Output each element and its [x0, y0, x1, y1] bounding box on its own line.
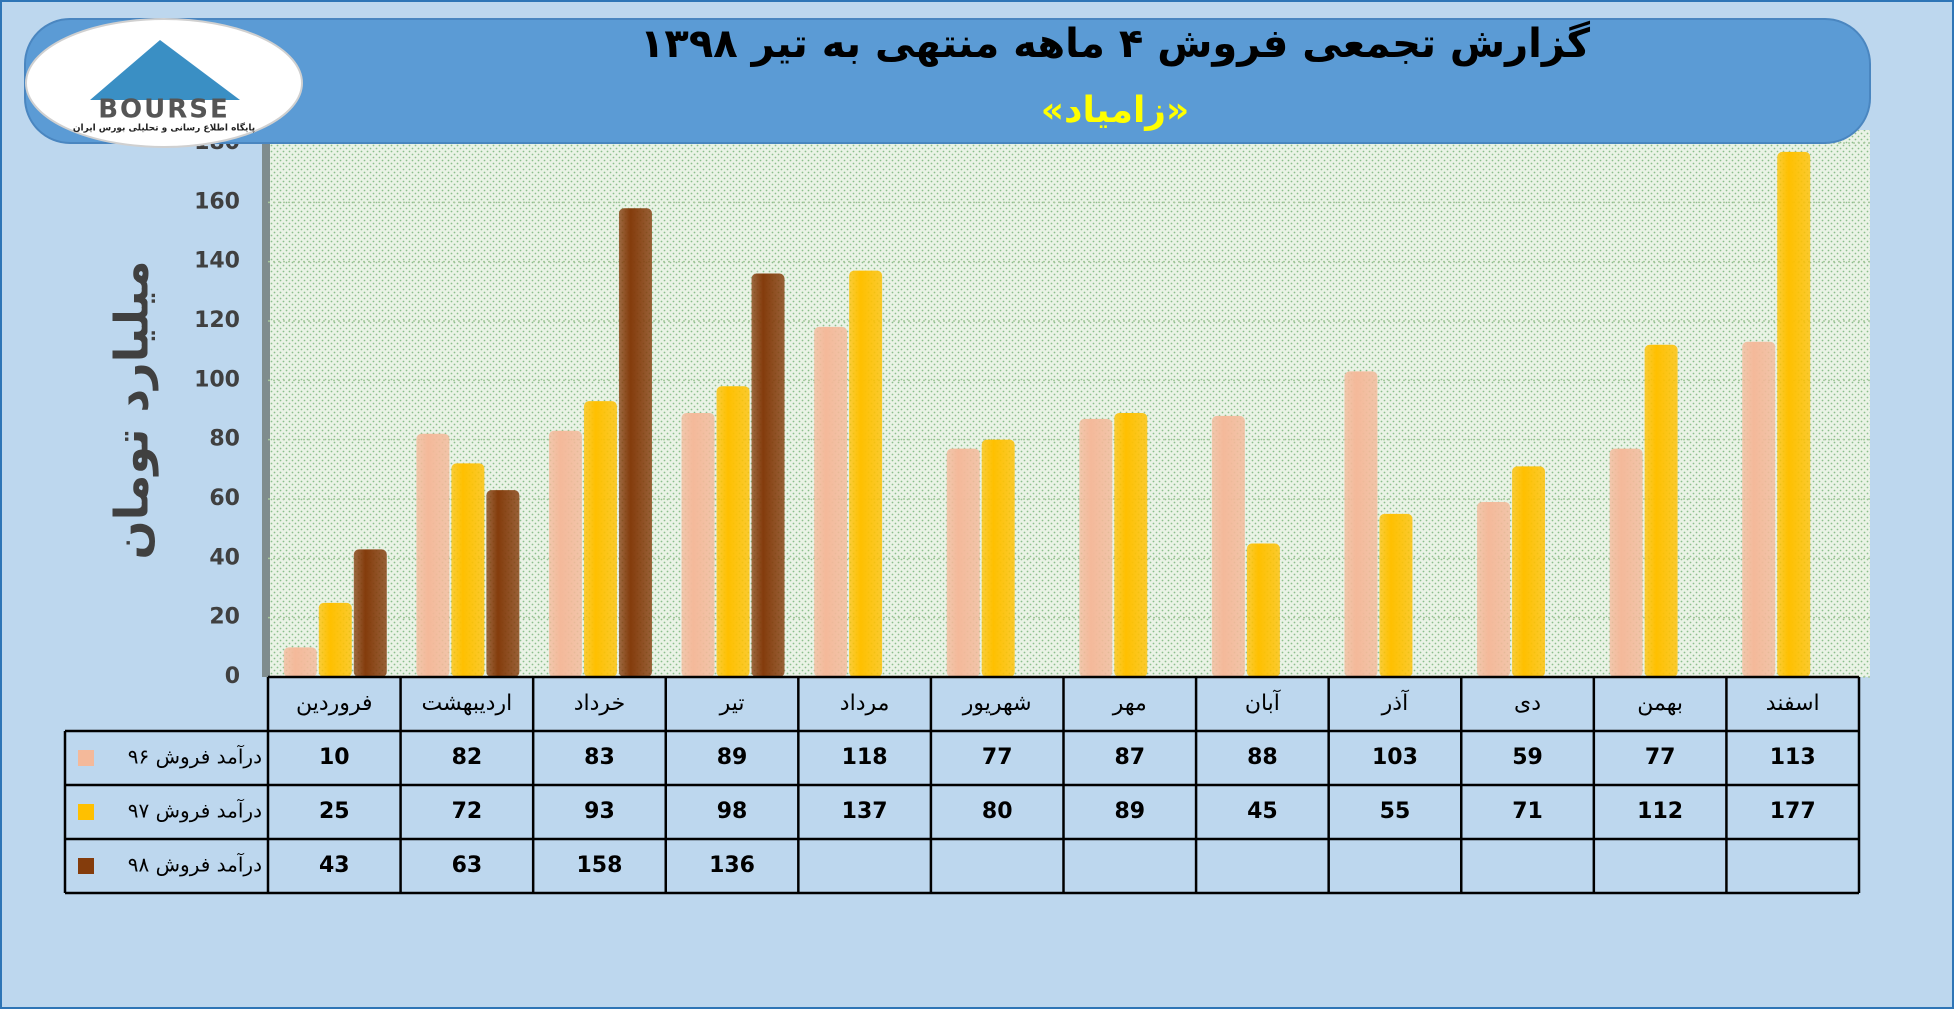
logo-icon — [90, 40, 240, 100]
table-value: 87 — [1114, 745, 1145, 770]
bar — [681, 412, 715, 677]
bar — [353, 549, 387, 677]
bar — [849, 270, 883, 677]
y-tick-label: 100 — [194, 367, 240, 392]
bar — [814, 326, 848, 677]
bar — [1114, 412, 1148, 677]
table-value: 63 — [452, 853, 483, 878]
legend-swatch — [78, 750, 94, 766]
logo-name: BOURSE — [98, 95, 230, 125]
table-value: 137 — [842, 799, 888, 824]
y-tick-label: 40 — [209, 545, 240, 570]
bar — [981, 439, 1015, 677]
x-tick-label: مرداد — [840, 691, 890, 716]
x-tick-label: فروردین — [296, 691, 373, 716]
x-tick-label: اسفند — [1766, 691, 1820, 716]
bar — [716, 386, 750, 677]
table-value: 93 — [584, 799, 615, 824]
bar — [583, 401, 617, 677]
x-tick-label: مهر — [1112, 691, 1147, 716]
bar — [318, 602, 352, 677]
bar — [1477, 501, 1511, 677]
table-value: 72 — [452, 799, 483, 824]
table-value: 89 — [717, 745, 748, 770]
y-tick-label: 160 — [194, 189, 240, 214]
table-value: 25 — [319, 799, 350, 824]
x-tick-label: خرداد — [574, 691, 625, 716]
x-tick-label: آبان — [1245, 689, 1281, 716]
y-tick-label: 140 — [194, 249, 240, 274]
bar — [751, 273, 785, 677]
bar — [548, 430, 582, 677]
table-value: 103 — [1372, 745, 1418, 770]
x-tick-label: بهمن — [1637, 691, 1683, 716]
y-tick-label: 80 — [209, 427, 240, 452]
plot: 020406080100120140160180 — [194, 130, 1870, 689]
bar — [1512, 466, 1546, 677]
table-value: 83 — [584, 745, 615, 770]
bar — [1742, 341, 1776, 677]
y-tick-label: 60 — [209, 486, 240, 511]
bar — [416, 433, 450, 677]
legend-swatch — [78, 804, 94, 820]
table-value: 43 — [319, 853, 350, 878]
bar — [1079, 418, 1113, 677]
legend-swatch — [78, 858, 94, 874]
bar — [1344, 371, 1378, 677]
legend-label: درآمد فروش ۹۸ — [128, 852, 262, 877]
table-value: 55 — [1380, 799, 1411, 824]
plot-area — [268, 130, 1870, 677]
logo-tagline: پایگاه اطلاع رسانی و تحلیلی بورس ایران — [73, 122, 255, 134]
header-band — [24, 18, 1871, 144]
x-tick-label: تیر — [719, 691, 745, 716]
table-value: 98 — [717, 799, 748, 824]
table-value: 112 — [1637, 799, 1683, 824]
table-value: 82 — [452, 745, 483, 770]
bar — [946, 448, 980, 677]
chart-subtitle: «زامیاد» — [1041, 90, 1190, 131]
y-axis-label: میلیارد تومان — [105, 260, 159, 559]
y-tick-label: 0 — [225, 664, 240, 689]
x-tick-label: شهریور — [962, 691, 1032, 716]
bar — [618, 208, 652, 677]
chart-title: گزارش تجمعی فروش ۴ ماهه منتهی به تیر ۱۳۹… — [640, 20, 1591, 67]
table-value: 113 — [1770, 745, 1816, 770]
bar — [1644, 344, 1678, 677]
table-value: 45 — [1247, 799, 1278, 824]
bar — [1777, 151, 1811, 677]
table-value: 177 — [1770, 799, 1816, 824]
table-value: 136 — [709, 853, 755, 878]
bar — [1211, 415, 1245, 677]
legend-label: درآمد فروش ۹۷ — [128, 798, 262, 823]
table-value: 88 — [1247, 745, 1278, 770]
table-value: 118 — [842, 745, 888, 770]
table-value: 77 — [1645, 745, 1676, 770]
table-value: 80 — [982, 799, 1013, 824]
bar — [283, 647, 317, 677]
table-value: 71 — [1512, 799, 1543, 824]
data-table: فروردین اردیبهشت خرداد تیر مرداد شهریور مهر آبا… — [63, 675, 1861, 895]
table-value: 77 — [982, 745, 1013, 770]
x-tick-label: اردیبهشت — [422, 691, 513, 716]
y-tick-label: 120 — [194, 308, 240, 333]
x-tick-label: دی — [1514, 691, 1541, 716]
bar — [451, 463, 485, 677]
bar — [1246, 543, 1280, 677]
table-value: 89 — [1114, 799, 1145, 824]
table-value: 158 — [576, 853, 622, 878]
y-tick-label: 20 — [209, 605, 240, 630]
x-tick-label: آذر — [1381, 689, 1409, 716]
legend-label: درآمد فروش ۹۶ — [128, 744, 262, 769]
bar — [1609, 448, 1643, 677]
table-value: 59 — [1512, 745, 1543, 770]
table-value: 10 — [319, 745, 350, 770]
bar — [1379, 513, 1413, 677]
bar — [486, 490, 520, 677]
y-axis-wall — [262, 136, 270, 677]
